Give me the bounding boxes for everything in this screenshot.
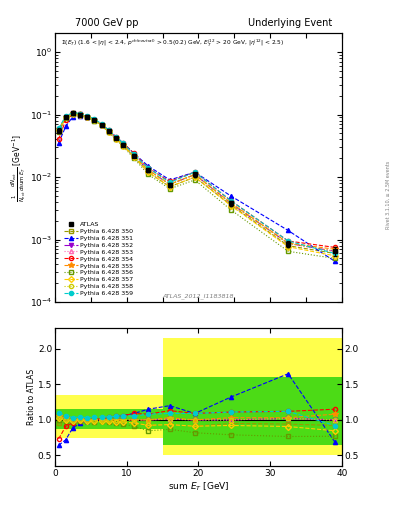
Text: 7000 GeV pp: 7000 GeV pp [75,18,138,28]
Legend: ATLAS, Pythia 6.428 350, Pythia 6.428 351, Pythia 6.428 352, Pythia 6.428 353, P: ATLAS, Pythia 6.428 350, Pythia 6.428 35… [64,222,133,296]
Text: ATLAS_2012_I1183818: ATLAS_2012_I1183818 [163,294,234,300]
X-axis label: sum $E_T$ [GeV]: sum $E_T$ [GeV] [168,480,229,493]
Text: $\Sigma(E_T)$ (1.6 < |$\eta$| < 2.4, $p^{ch(neutral)}$ > 0.5(0.2) GeV, $E_T^{j12: $\Sigma(E_T)$ (1.6 < |$\eta$| < 2.4, $p^… [61,37,284,48]
Y-axis label: $\frac{1}{N_{evt}}\frac{d N_{evt}}{d\mathrm{sum}\ E_T}$ [GeV$^{-1}$]: $\frac{1}{N_{evt}}\frac{d N_{evt}}{d\mat… [10,134,28,202]
Text: Underlying Event: Underlying Event [248,18,332,28]
Y-axis label: Ratio to ATLAS: Ratio to ATLAS [28,369,37,425]
Text: Rivet 3.1.10, ≥ 2.5M events: Rivet 3.1.10, ≥ 2.5M events [386,160,391,229]
